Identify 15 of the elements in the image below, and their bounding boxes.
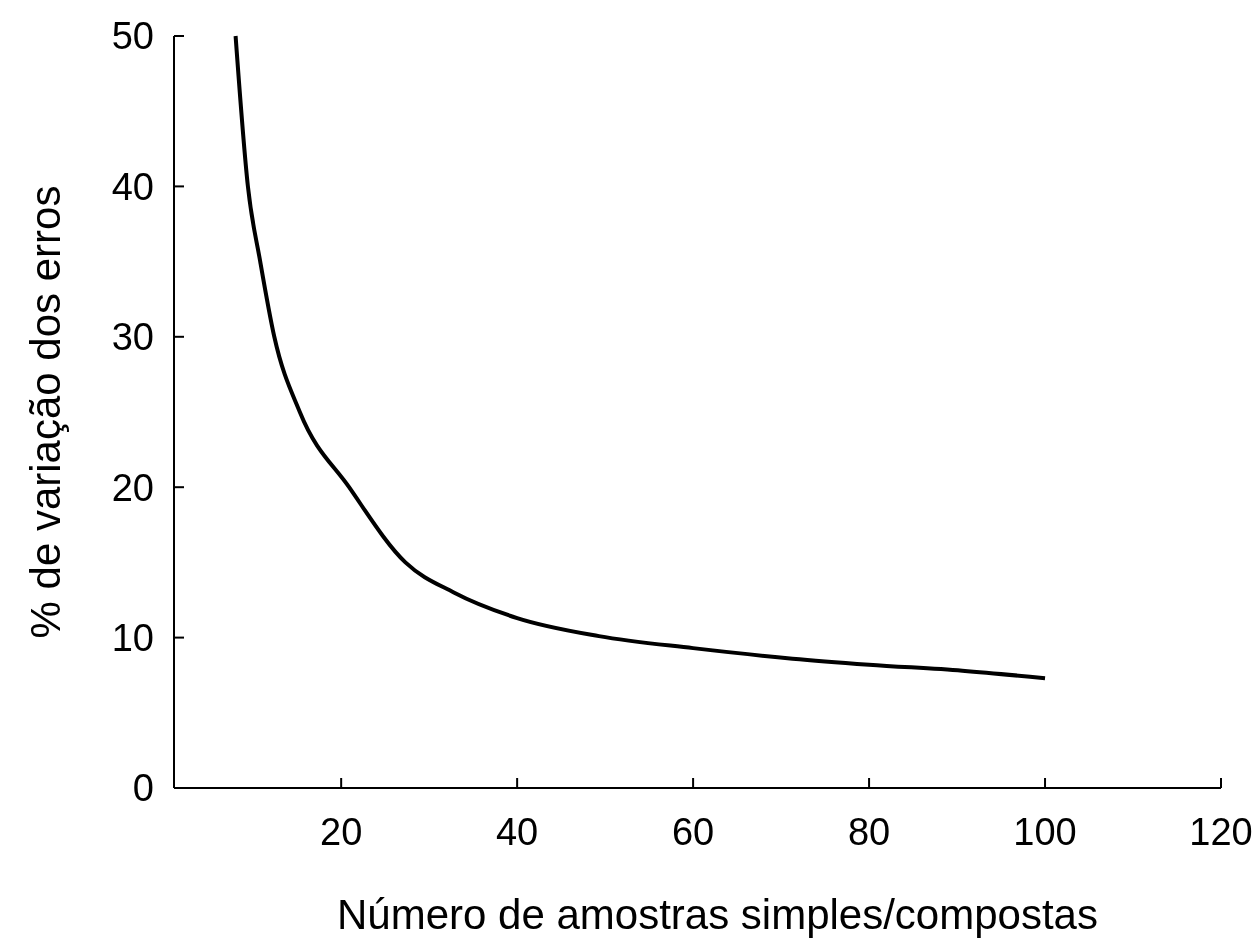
y-tick-label: 10 — [111, 616, 154, 659]
x-tick-label: 60 — [671, 811, 715, 853]
x-axis-title: Número de amostras simples/compostas — [337, 891, 1098, 938]
line-series — [233, 34, 1048, 681]
y-tick-label: 0 — [132, 767, 154, 810]
y-tick-label: 20 — [111, 466, 154, 509]
y-tick-label: 30 — [111, 316, 154, 359]
x-tick-label: 20 — [320, 811, 363, 853]
x-tick-label: 120 — [1189, 811, 1253, 853]
x-tick-label: 80 — [847, 811, 891, 853]
y-tick-label: 40 — [111, 165, 154, 208]
y-tick-label: 50 — [111, 15, 154, 58]
y-axis-title: % de variação dos erros — [22, 185, 69, 639]
x-tick-label: 40 — [495, 811, 539, 853]
x-tick-label: 100 — [1013, 811, 1077, 853]
